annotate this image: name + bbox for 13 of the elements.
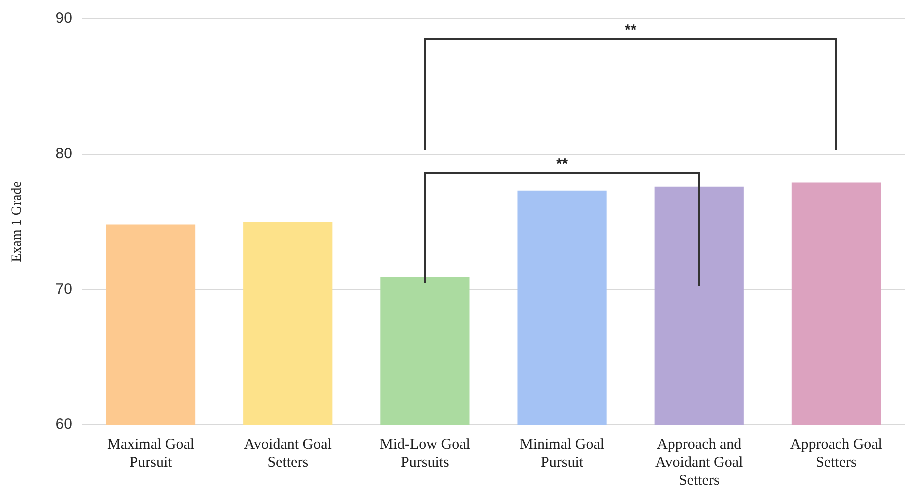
annotation: ** [556, 156, 568, 173]
x-tick-label: Approach and Avoidant Goal Setters [656, 436, 744, 489]
x-tick-label: Maximal Goal Pursuit [107, 436, 195, 471]
x-tick-label: Avoidant Goal Setters [244, 436, 332, 471]
annotation: ** [624, 22, 637, 39]
y-tick-label: 90 [56, 10, 72, 28]
y-tick-label: 70 [56, 280, 72, 298]
y-axis-title: Exam 1 Grade [10, 182, 26, 262]
y-tick-label: 60 [56, 416, 72, 434]
x-tick-label: Minimal Goal Pursuit [520, 436, 605, 471]
x-tick-label: Mid-Low Goal Pursuits [380, 436, 470, 471]
y-tick-label: 80 [56, 145, 72, 162]
x-tick-label: Approach Goal Setters [790, 436, 882, 471]
